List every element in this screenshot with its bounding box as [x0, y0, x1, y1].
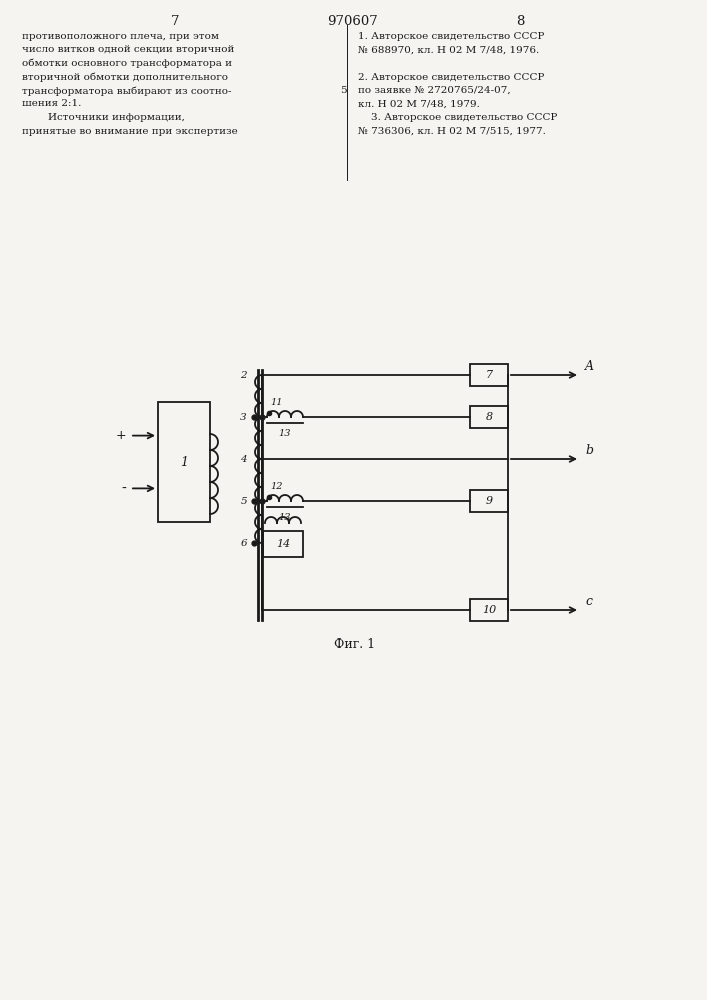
Text: № 736306, кл. Н 02 М 7/515, 1977.: № 736306, кл. Н 02 М 7/515, 1977.	[358, 126, 546, 135]
Bar	[470, 490, 508, 512]
Text: +: +	[115, 429, 126, 442]
Text: принятые во внимание при экспертизе: принятые во внимание при экспертизе	[22, 126, 238, 135]
Text: 13: 13	[279, 429, 291, 438]
Text: 2. Авторское свидетельство СССР: 2. Авторское свидетельство СССР	[358, 73, 544, 82]
Bar	[470, 364, 508, 386]
Text: 14: 14	[276, 539, 290, 549]
Text: шения 2:1.: шения 2:1.	[22, 100, 81, 108]
Text: 1: 1	[180, 456, 188, 468]
Bar	[263, 531, 303, 557]
Bar	[158, 402, 210, 522]
Text: c: c	[585, 595, 592, 608]
Text: 3: 3	[240, 412, 247, 422]
Text: 8: 8	[486, 412, 493, 422]
Text: -: -	[121, 481, 126, 495]
Text: по заявке № 2720765/24-07,: по заявке № 2720765/24-07,	[358, 86, 510, 95]
Text: 13: 13	[279, 513, 291, 522]
Text: 10: 10	[482, 605, 496, 615]
Text: число витков одной секции вторичной: число витков одной секции вторичной	[22, 45, 235, 54]
Text: вторичной обмотки дополнительного: вторичной обмотки дополнительного	[22, 73, 228, 82]
Text: 5: 5	[240, 496, 247, 506]
Text: 6: 6	[240, 538, 247, 548]
Text: 11: 11	[271, 398, 284, 407]
Text: 4: 4	[240, 454, 247, 464]
Text: Фиг. 1: Фиг. 1	[334, 638, 375, 651]
Text: 7: 7	[486, 370, 493, 380]
Text: 7: 7	[171, 15, 180, 28]
Text: трансформатора выбирают из соотно-: трансформатора выбирают из соотно-	[22, 86, 231, 96]
Text: 970607: 970607	[327, 15, 378, 28]
Text: A: A	[585, 360, 594, 373]
Text: обмотки основного трансформатора и: обмотки основного трансформатора и	[22, 59, 232, 68]
Text: 5: 5	[340, 86, 347, 95]
Text: кл. Н 02 М 7/48, 1979.: кл. Н 02 М 7/48, 1979.	[358, 100, 480, 108]
Bar	[470, 406, 508, 428]
Text: № 688970, кл. Н 02 М 7/48, 1976.: № 688970, кл. Н 02 М 7/48, 1976.	[358, 45, 539, 54]
Text: противоположного плеча, при этом: противоположного плеча, при этом	[22, 32, 219, 41]
Text: Источники информации,: Источники информации,	[22, 113, 185, 122]
Text: 2: 2	[240, 370, 247, 379]
Text: 12: 12	[271, 482, 284, 491]
Text: 3. Авторское свидетельство СССР: 3. Авторское свидетельство СССР	[358, 113, 557, 122]
Bar	[470, 599, 508, 621]
Text: 9: 9	[486, 496, 493, 506]
Text: 1. Авторское свидетельство СССР: 1. Авторское свидетельство СССР	[358, 32, 544, 41]
Text: 8: 8	[516, 15, 524, 28]
Text: b: b	[585, 444, 593, 457]
